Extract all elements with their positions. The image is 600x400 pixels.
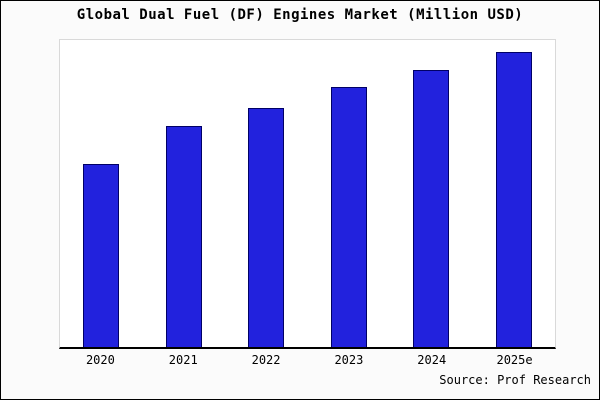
x-tick-label-2024: 2024	[417, 353, 447, 367]
bar-2022	[248, 107, 285, 347]
source-text: Source: Prof Research	[439, 373, 591, 387]
x-tick-label-2025e: 2025e	[496, 353, 533, 367]
x-axis-labels: 2020 2021 2022 2023 2024 2025e	[59, 353, 556, 367]
bar-2025e	[495, 51, 532, 347]
x-tick-label-2021: 2021	[168, 353, 198, 367]
x-tick-label-2022: 2022	[251, 353, 281, 367]
bar-2020	[83, 163, 120, 347]
x-tick-label-2023: 2023	[334, 353, 364, 367]
plot-area	[59, 39, 556, 349]
x-tick-label-2020: 2020	[85, 353, 115, 367]
chart-title: Global Dual Fuel (DF) Engines Market (Mi…	[76, 7, 524, 23]
bar-series	[60, 40, 555, 347]
bar-2021	[165, 125, 202, 347]
bar-2023	[330, 87, 367, 347]
bar-2024	[413, 69, 450, 347]
